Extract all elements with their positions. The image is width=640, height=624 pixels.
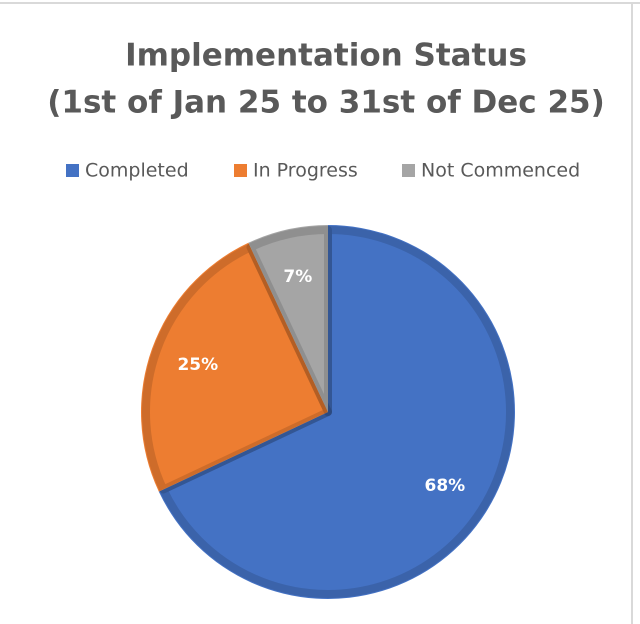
data-label: 7% [283, 267, 312, 287]
chart-title: Implementation Status [125, 38, 527, 74]
pie-slice [141, 242, 328, 492]
legend-swatch [66, 164, 79, 177]
legend-label: In Progress [253, 160, 358, 182]
chart-subtitle: (1st of Jan 25 to 31st of Dec 25) [47, 85, 605, 121]
data-label: 25% [177, 355, 218, 375]
pie-slice [158, 225, 515, 600]
slice-outline [246, 226, 332, 416]
legend-swatch [402, 164, 415, 177]
legend-label: Not Commenced [421, 160, 580, 182]
slice-outline [159, 226, 514, 598]
pie-slice [248, 225, 328, 412]
legend-label: Completed [85, 160, 189, 182]
data-label: 68% [424, 476, 465, 496]
slice-outline [142, 243, 332, 494]
legend-swatch [234, 164, 247, 177]
